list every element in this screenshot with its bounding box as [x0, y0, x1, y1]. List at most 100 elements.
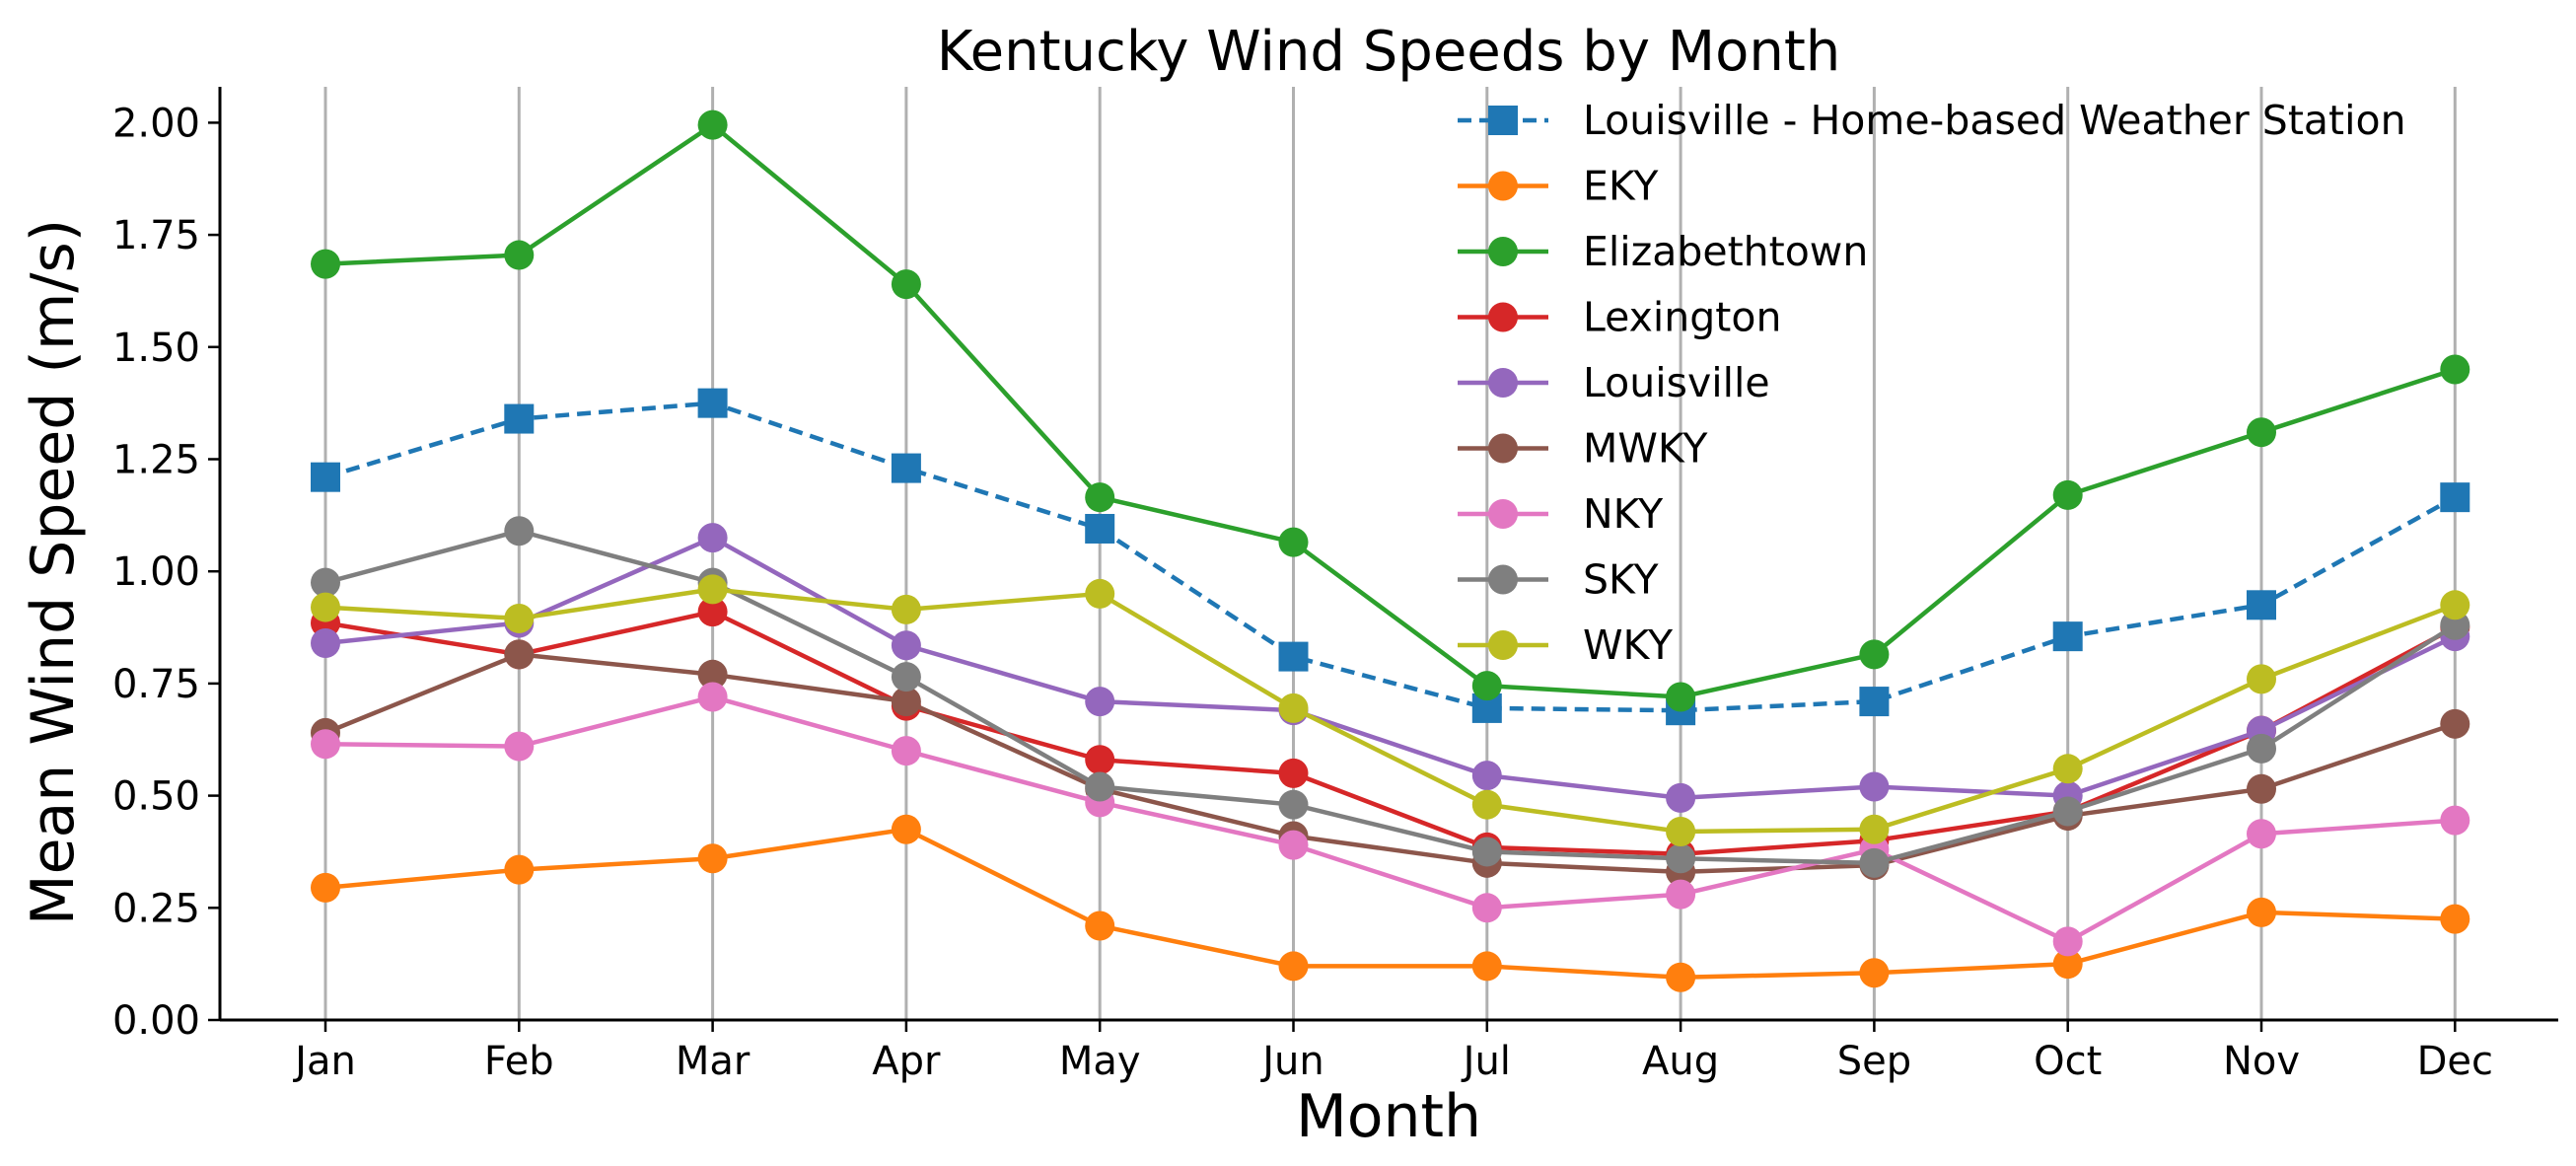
legend-label: WKY [1583, 621, 1674, 669]
data-point [1859, 639, 1890, 670]
legend-entry: NKY [1458, 490, 1664, 538]
legend-label: MWKY [1583, 425, 1708, 473]
data-point [2247, 417, 2276, 448]
data-point [1278, 830, 1309, 860]
x-tick-label: Dec [2417, 1039, 2493, 1084]
series-line [324, 587, 2457, 835]
series-line [324, 827, 2456, 981]
series-line [324, 652, 2457, 875]
series-elizabethtown [311, 109, 2470, 712]
series-mwky [311, 639, 2470, 887]
data-point [504, 516, 535, 547]
data-point [2052, 621, 2083, 652]
data-point [311, 729, 340, 760]
data-point [504, 403, 535, 434]
x-tick-label: Oct [2034, 1039, 2102, 1084]
legend-marker [1488, 368, 1518, 398]
data-point [2440, 590, 2470, 620]
data-point [2440, 708, 2470, 739]
data-point [1085, 513, 1115, 544]
data-point [504, 240, 535, 270]
data-point [1471, 789, 1502, 820]
data-point [1859, 958, 1890, 988]
data-point [1666, 682, 1696, 712]
data-point [2052, 949, 2083, 980]
data-point [2440, 354, 2470, 385]
data-point [891, 814, 921, 844]
series-line [324, 122, 2456, 699]
data-point [1085, 771, 1115, 802]
data-point [1085, 745, 1115, 775]
y-tick-label: 0.75 [112, 662, 200, 707]
series-louisville-home-based-weather-station [311, 388, 2470, 726]
legend-label: NKY [1583, 490, 1664, 538]
legend-entry: WKY [1458, 621, 1674, 669]
data-point [697, 523, 728, 553]
data-point [1278, 951, 1309, 982]
series-line [324, 535, 2457, 801]
data-point [1859, 814, 1890, 844]
x-tick-label: Aug [1642, 1039, 1719, 1084]
legend-marker [1488, 499, 1518, 529]
data-point [504, 731, 535, 762]
legend-marker [1488, 237, 1518, 266]
legend-marker [1488, 433, 1518, 464]
data-point [1859, 771, 1890, 802]
legend-label: Lexington [1583, 294, 1781, 341]
legend-label: Louisville [1583, 359, 1770, 406]
chart-title: Kentucky Wind Speeds by Month [937, 20, 1841, 84]
y-tick-label: 0.00 [112, 998, 200, 1044]
data-point [1859, 847, 1890, 878]
data-point [2440, 805, 2470, 836]
x-tick-label: Jan [292, 1039, 356, 1084]
data-point [891, 662, 921, 692]
data-point [891, 594, 921, 624]
data-point [697, 388, 728, 418]
data-point [1278, 527, 1309, 557]
series-wky [311, 574, 2470, 846]
data-point [697, 659, 728, 690]
data-point [504, 854, 535, 885]
series-nky [311, 682, 2470, 957]
ticks: Jan Feb Mar Apr May Jun Jul Aug Sep Oct Nov Dec 0.00… [112, 101, 2493, 1084]
data-point [2440, 482, 2470, 513]
data-point [2052, 479, 2083, 510]
data-point [2052, 754, 2083, 784]
data-point [891, 630, 921, 661]
series-layer [311, 109, 2470, 992]
data-point [311, 249, 340, 279]
data-point [1471, 671, 1502, 701]
data-point [1278, 692, 1309, 723]
x-tick-label: Mar [676, 1039, 751, 1084]
data-point [1471, 761, 1502, 791]
y-tick-label: 0.25 [112, 886, 200, 931]
data-point [1278, 789, 1309, 820]
data-point [697, 574, 728, 605]
x-tick-label: Feb [484, 1039, 554, 1084]
legend-marker [1488, 564, 1518, 595]
data-point [697, 682, 728, 712]
data-point [2247, 773, 2276, 804]
data-point [311, 872, 340, 903]
data-point [1471, 837, 1502, 867]
legend-entry: Elizabethtown [1458, 228, 1868, 275]
data-point [1085, 687, 1115, 717]
data-point [2247, 664, 2276, 694]
data-point [2052, 926, 2083, 957]
x-tick-label: Sep [1837, 1039, 1911, 1084]
y-tick-label: 2.00 [112, 101, 200, 146]
legend-label: EKY [1583, 163, 1659, 210]
y-tick-label: 1.00 [112, 549, 200, 595]
legend-entry: Louisville [1458, 359, 1770, 406]
x-tick-label: May [1059, 1039, 1141, 1084]
data-point [1666, 816, 1696, 846]
legend-marker [1488, 106, 1518, 135]
legend-label: Elizabethtown [1583, 228, 1868, 275]
legend-entry: Lexington [1458, 294, 1781, 341]
data-point [311, 462, 340, 492]
legend-label: Louisville - Home-based Weather Station [1583, 97, 2406, 144]
x-axis-label: Month [1296, 1082, 1481, 1151]
legend: Louisville - Home-based Weather Station E… [1458, 97, 2406, 669]
data-point [891, 269, 921, 300]
